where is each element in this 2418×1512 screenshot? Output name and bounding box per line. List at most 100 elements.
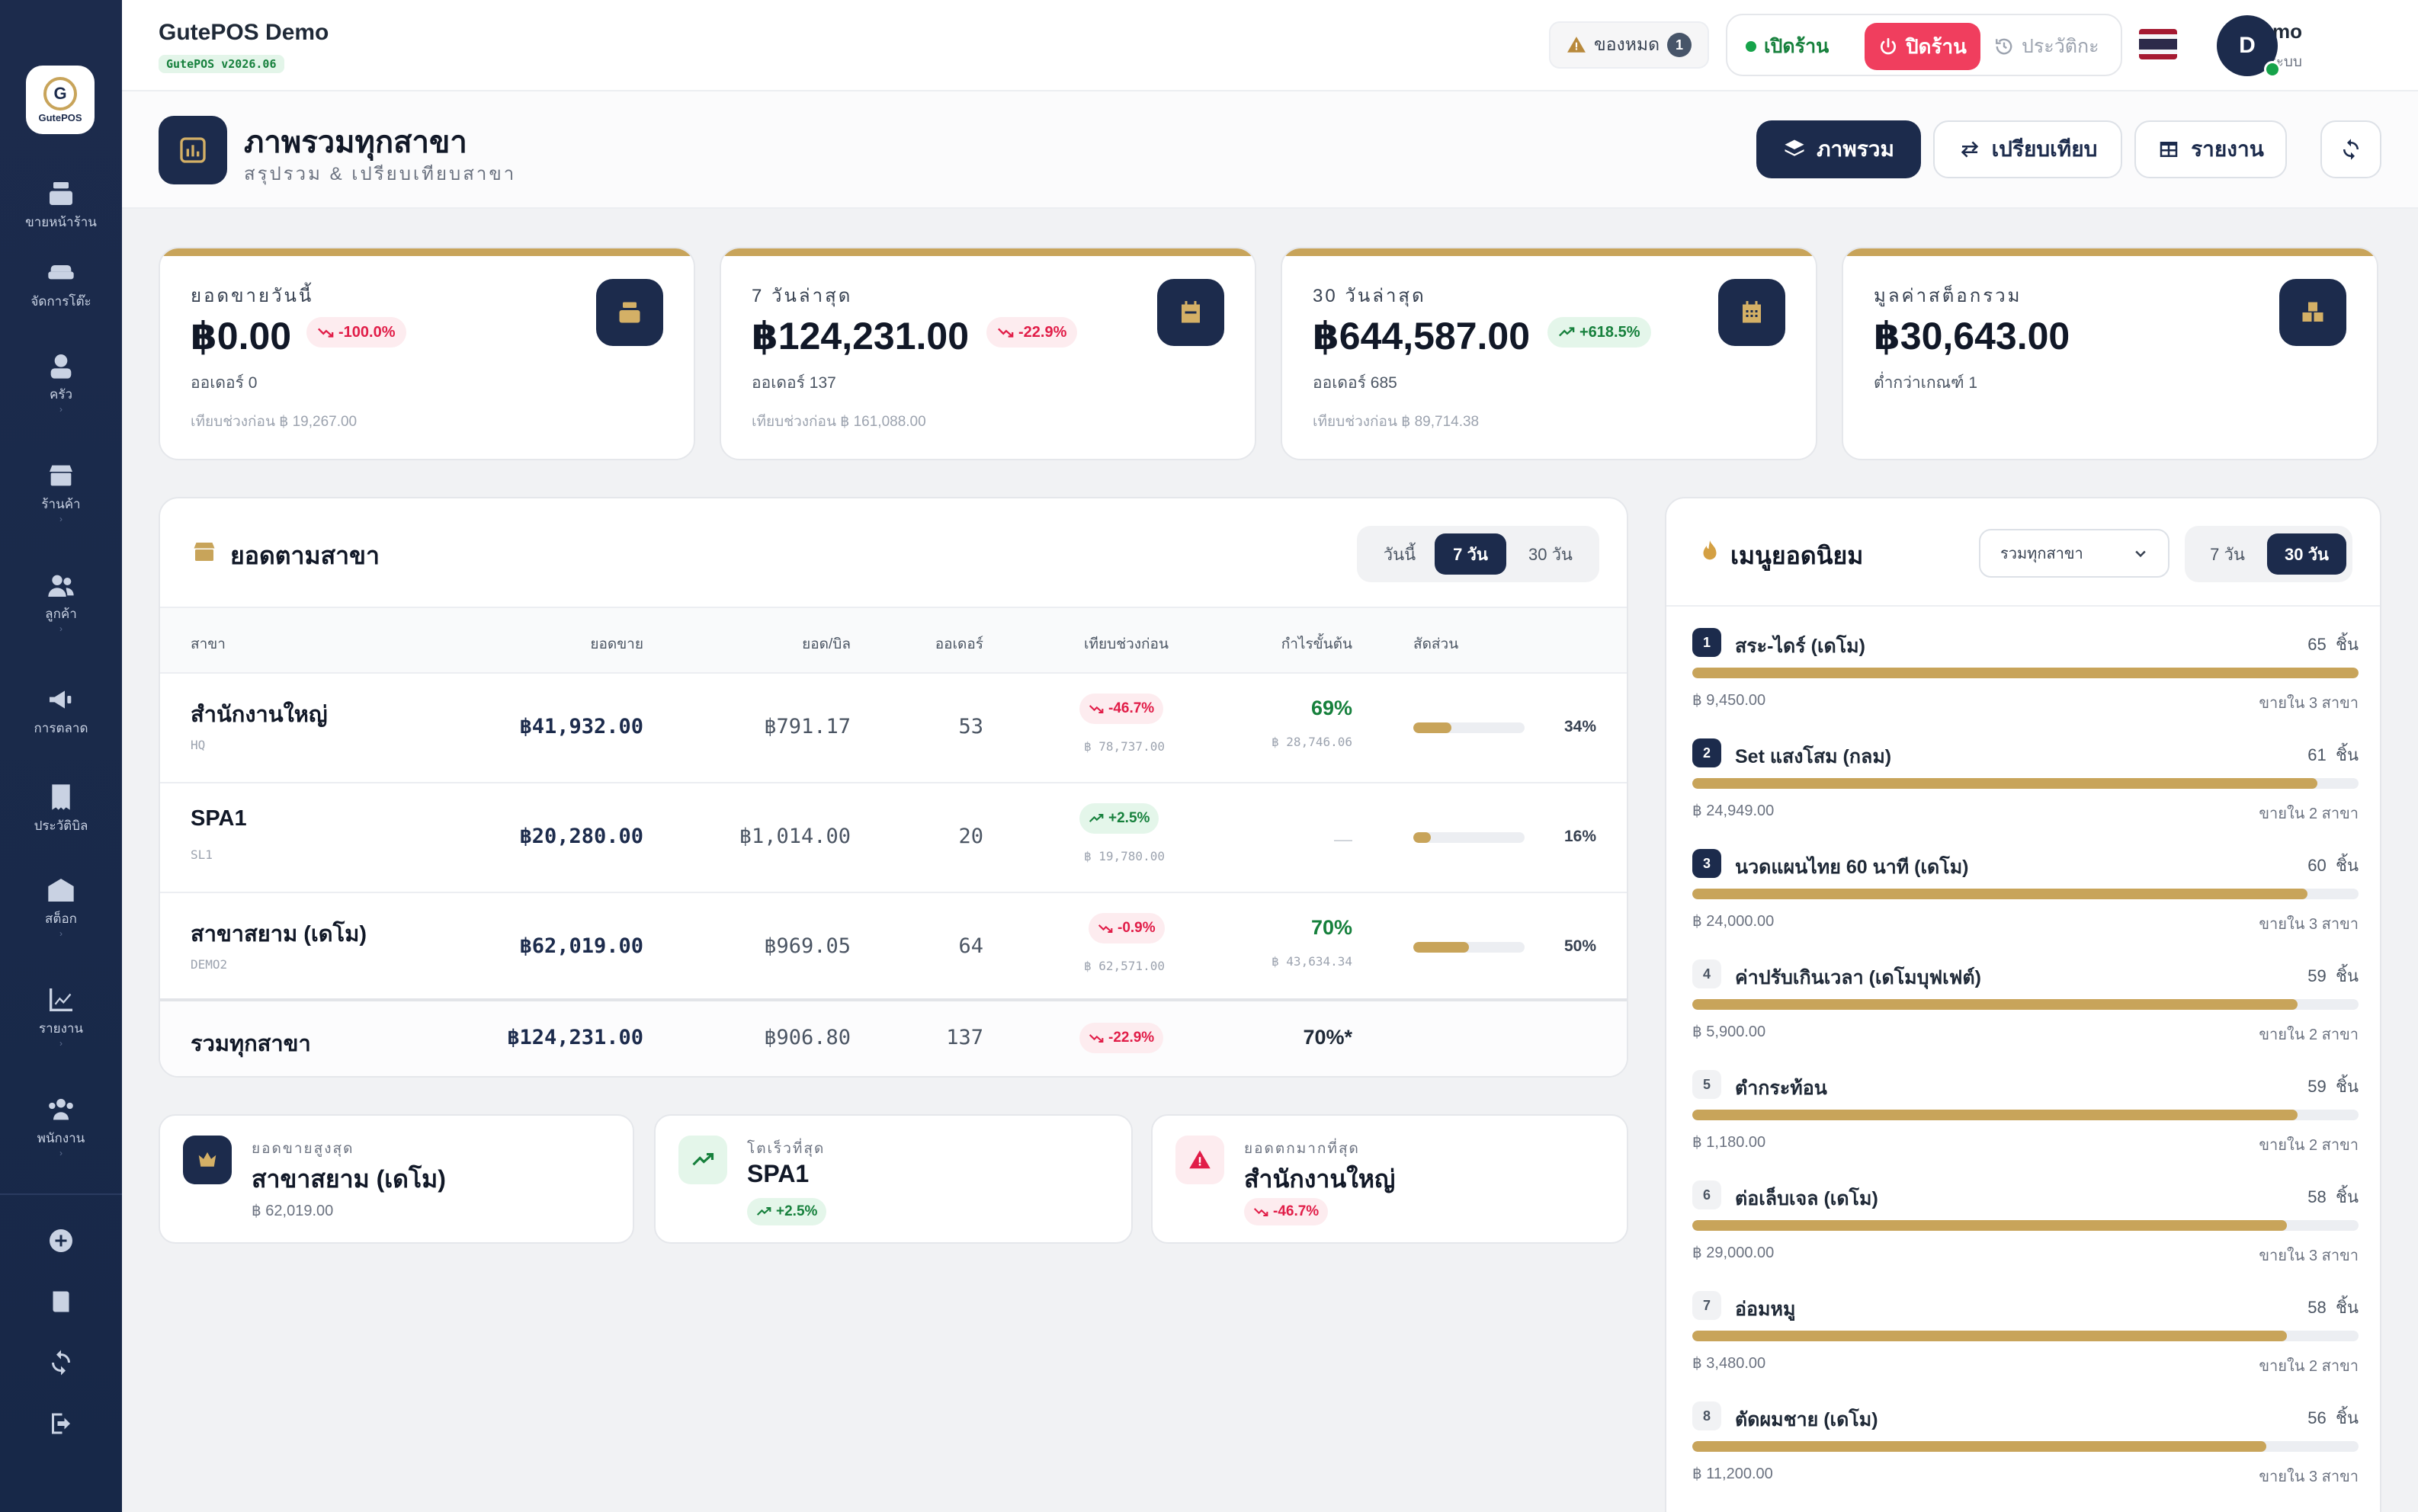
overview-button[interactable]: ภาพรวม: [1756, 120, 1921, 178]
shift-history-button[interactable]: ประวัติกะ: [1994, 24, 2099, 69]
kpi-label: มูลค่าสต็อกรวม: [1874, 286, 2022, 306]
item-qty-unit: ชิ้น: [2336, 1077, 2359, 1096]
sidebar-item-customers[interactable]: ลูกค้า ›: [0, 559, 122, 643]
sofa-icon: [48, 264, 74, 279]
shift-history-label: ประวัติกะ: [2022, 36, 2099, 57]
highlight-delta-badge: -46.7%: [1244, 1198, 1329, 1225]
total-label: รวมทุกสาขา: [191, 1032, 311, 1056]
chevron-icon: ›: [59, 513, 63, 524]
item-qty: 60 ชิ้น: [2307, 852, 2359, 879]
sync-icon: [52, 1350, 70, 1376]
branch-delta-value: +2.5%: [1108, 810, 1150, 826]
open-shop-button[interactable]: เปิดร้าน: [1746, 24, 1829, 69]
kpi-value: ฿644,587.00: [1313, 315, 1531, 357]
refresh-button[interactable]: [2320, 120, 2381, 178]
list-item[interactable]: 6 ต่อเล็บเจล (เดโม) 58 ชิ้น฿ 29,000.00 ขายใ…: [1692, 1180, 2359, 1290]
tab-30days[interactable]: 30 วัน: [2267, 533, 2346, 575]
table-row[interactable]: สำนักงานใหญ่ HQ ฿41,932.00 ฿791.17 53 -4…: [160, 672, 1627, 782]
item-qty: 61 ชิ้น: [2307, 742, 2359, 768]
mini-icon-box: [1175, 1136, 1224, 1184]
list-item[interactable]: 3 นวดแผนไทย 60 นาที (เดโม) 60 ชิ้น฿ 24,000…: [1692, 849, 2359, 959]
online-status-dot: [2264, 61, 2281, 78]
kpi-compare: เทียบช่วงก่อน ฿ 89,714.38: [1313, 414, 1480, 430]
item-name: ค่าปรับเกินเวลา (เดโมบุฟเฟต์): [1735, 967, 1981, 988]
tab-today[interactable]: วันนี้: [1383, 544, 1416, 564]
store-icon: [50, 465, 72, 485]
kpi-accent: [1843, 248, 2377, 256]
sidebar-item-store[interactable]: ร้านค้า ›: [0, 450, 122, 533]
sidebar: G GutePOS ขายหน้าร้าน จัดการโต๊ะ ครัว › …: [0, 0, 122, 1512]
close-shop-button[interactable]: ปิดร้าน: [1865, 23, 1980, 70]
table-total-row: รวมทุกสาขา ฿124,231.00 ฿906.80 137 -22.9…: [160, 998, 1627, 1076]
table-icon: [2160, 142, 2178, 157]
item-bar-fill: [1692, 1110, 2298, 1120]
kpi-accent: [160, 248, 694, 256]
kpi-card-today: ยอดขายวันนี้ ฿0.00 -100.0% ออเดอร์ 0 เที…: [159, 247, 695, 460]
item-qty-unit: ชิ้น: [2336, 966, 2359, 985]
branch-prev-sales: ฿ 62,571.00: [1084, 959, 1165, 973]
total-delta-value: -22.9%: [1108, 1030, 1155, 1046]
table-row[interactable]: SPA1 SL1 ฿20,280.00 ฿1,014.00 20 +2.5% ฿…: [160, 782, 1627, 892]
tab-7days[interactable]: 7 วัน: [2210, 544, 2245, 564]
cash-register-icon: [50, 181, 72, 205]
sidebar-item-label: การตลาด: [34, 720, 88, 735]
list-item[interactable]: 8 ตัดผมชาย (เดโม) 56 ชิ้น฿ 11,200.00 ขายใน …: [1692, 1401, 2359, 1511]
kpi-below-threshold: ต่ำกว่าเกณฑ์ 1: [1874, 374, 1978, 392]
sidebar-item-staff[interactable]: พนักงาน ›: [0, 1084, 122, 1168]
rank-badge: 8: [1692, 1401, 1721, 1430]
branch-delta-badge: +2.5%: [1079, 803, 1159, 834]
sidebar-item-pos[interactable]: ขายหน้าร้าน: [0, 163, 122, 247]
sidebar-item-marketing[interactable]: การตลาด: [0, 669, 122, 753]
sidebar-item-label: ครัว: [49, 386, 73, 402]
rank-badge: 2: [1692, 738, 1721, 767]
col-branch: สาขา: [191, 636, 226, 652]
plus-circle-icon: [50, 1229, 72, 1252]
trend-down-icon: [1253, 1208, 1268, 1217]
list-item[interactable]: 5 ตำกระท้อน 59 ชิ้น฿ 1,180.00 ขายใน 2 สาขา: [1692, 1070, 2359, 1180]
report-button[interactable]: รายงาน: [2134, 120, 2287, 178]
page-subtitle: สรุปรวม & เปรียบเทียบสาขา: [244, 164, 517, 184]
list-item[interactable]: 1 สระ-ไดร์ (เดโม) 65 ชิ้น฿ 9,450.00 ขายใน 3…: [1692, 628, 2359, 738]
list-item[interactable]: 7 อ่อมหมู 58 ชิ้น฿ 3,480.00 ขายใน 2 สาขา: [1692, 1291, 2359, 1401]
logout-button[interactable]: [44, 1407, 78, 1440]
out-of-stock-button[interactable]: ของหมด 1: [1549, 21, 1709, 69]
list-item[interactable]: 4 ค่าปรับเกินเวลา (เดโมบุฟเฟต์) 59 ชิ้น฿ 5…: [1692, 959, 2359, 1069]
status-dot: [1746, 41, 1756, 52]
sidebar-item-reports[interactable]: รายงาน ›: [0, 974, 122, 1058]
branch-share: 16%: [1563, 828, 1596, 845]
app-logo[interactable]: G GutePOS: [26, 66, 95, 134]
top-bar: GutePOS Demo GutePOS v2026.06 ของหมด 1 เ…: [122, 0, 2418, 91]
compare-button[interactable]: เปรียบเทียบ: [1933, 120, 2122, 178]
item-revenue: ฿ 24,000.00: [1692, 913, 1775, 930]
tab-30days[interactable]: 30 วัน: [1528, 544, 1573, 564]
sidebar-item-stock[interactable]: สต็อก ›: [0, 864, 122, 948]
kpi-orders: ออเดอร์ 0: [191, 374, 258, 392]
kpi-accent: [1282, 248, 1816, 256]
branch-gross-profit-value: ฿ 28,746.06: [1272, 735, 1352, 749]
branch-orders: 20: [958, 825, 983, 848]
sidebar-item-label: รายงาน: [38, 1020, 84, 1036]
logout-icon: [52, 1413, 70, 1434]
list-item[interactable]: 2 Set แสงโสม (กลม) 61 ชิ้น฿ 24,949.00 ขายใน…: [1692, 738, 2359, 848]
highlight-fastest-growth: โตเร็วที่สุด SPA1 +2.5%: [654, 1114, 1133, 1244]
highlight-delta-value: -46.7%: [1273, 1203, 1320, 1219]
tab-7days[interactable]: 7 วัน: [1435, 533, 1506, 575]
item-revenue: ฿ 3,480.00: [1692, 1355, 1766, 1372]
kpi-card-30days: 30 วันล่าสุด ฿644,587.00 +618.5% ออเดอร์…: [1281, 247, 1817, 460]
sync-button[interactable]: [44, 1346, 78, 1379]
sidebar-item-bills[interactable]: ประวัติบิล: [0, 767, 122, 850]
sidebar-item-tables[interactable]: จัดการโต๊ะ: [0, 242, 122, 326]
branch-select-value: รวมทุกสาขา: [2000, 546, 2083, 562]
item-bar: [1692, 668, 2359, 678]
add-button[interactable]: [44, 1224, 78, 1257]
item-qty: 58 ชิ้น: [2307, 1294, 2359, 1321]
thai-flag-icon[interactable]: [2139, 29, 2177, 59]
item-qty-unit: ชิ้น: [2336, 1408, 2359, 1427]
trend-down-icon: [1098, 924, 1113, 934]
table-row[interactable]: สาขาสยาม (เดโม) DEMO2 ฿62,019.00 ฿969.05…: [160, 892, 1627, 1001]
empty-gross-profit-dash: [1334, 840, 1352, 841]
manual-button[interactable]: [44, 1285, 78, 1318]
sidebar-item-label: จัดการโต๊ะ: [30, 293, 91, 309]
branch-select[interactable]: รวมทุกสาขา: [1979, 529, 2169, 578]
sidebar-item-kitchen[interactable]: ครัว ›: [0, 340, 122, 424]
